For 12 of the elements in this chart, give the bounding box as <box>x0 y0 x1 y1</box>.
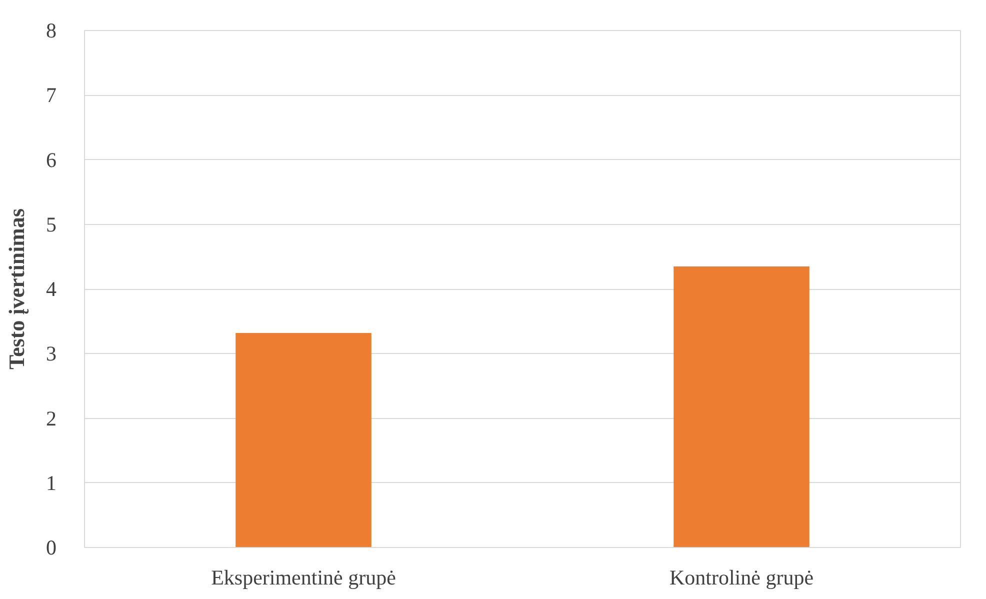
y-tick-label: 7 <box>46 83 56 108</box>
y-tick-label: 1 <box>46 470 56 495</box>
y-tick-label: 5 <box>46 212 56 236</box>
y-tick-label: 6 <box>46 148 56 172</box>
y-tick-label: 3 <box>46 342 56 366</box>
y-axis-title: Testo įvertinimas <box>4 208 29 370</box>
y-tick-label: 2 <box>46 406 56 430</box>
y-tick-label: 8 <box>46 18 56 42</box>
x-tick-label: Kontrolinė grupė <box>669 566 814 590</box>
x-tick-label: Eksperimentinė grupė <box>211 566 396 590</box>
y-tick-label: 4 <box>46 277 57 301</box>
y-tick-label: 0 <box>46 536 56 560</box>
